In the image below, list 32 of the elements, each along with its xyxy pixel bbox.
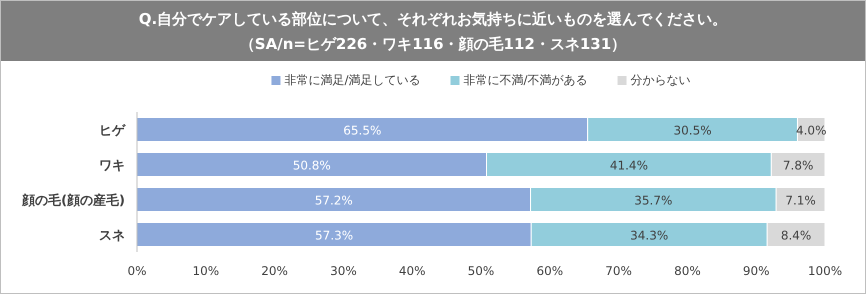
data-label: 7.8%: [782, 158, 814, 172]
chart-title: Q.自分でケアしている部位について、それぞれお気持ちに近いものを選んでください。: [138, 10, 728, 28]
data-label: 8.4%: [780, 228, 812, 242]
data-label: 4.0%: [796, 124, 826, 138]
data-label: 57.2%: [314, 194, 353, 208]
data-label: 57.3%: [315, 228, 354, 242]
x-tick-label: 80%: [674, 264, 701, 278]
x-tick-label: 70%: [605, 264, 632, 278]
x-tick-label: 10%: [192, 264, 220, 278]
data-label: 65.5%: [343, 124, 382, 138]
legend-label: 非常に不満/不満がある: [464, 73, 588, 87]
y-tick-label: 顔の毛(顔の産毛): [21, 192, 125, 208]
data-label: 41.4%: [610, 158, 648, 172]
text: 非常に満足/満足している: [284, 73, 420, 87]
x-tick-label: 40%: [398, 264, 426, 278]
legend-label: 分からない: [630, 73, 691, 87]
data-label: 34.3%: [630, 228, 668, 242]
y-tick-label: スネ: [99, 228, 125, 244]
x-tick-label: 50%: [468, 264, 494, 278]
y-tick-label: ワキ: [99, 158, 125, 174]
x-tick-label: 90%: [742, 264, 770, 278]
y-tick-label: ヒゲ: [99, 124, 126, 138]
x-tick-label: 30%: [330, 264, 357, 278]
x-tick-label: 60%: [536, 264, 564, 278]
x-tick-label: 0%: [127, 264, 147, 278]
data-label: 30.5%: [673, 124, 712, 138]
data-label: 7.1%: [785, 194, 816, 208]
data-label: 50.8%: [292, 158, 331, 172]
x-tick-label: 20%: [261, 264, 288, 278]
data-label: 35.7%: [634, 194, 672, 208]
x-tick-label: 100%: [808, 264, 842, 278]
chart-subtitle: （SA/n=ヒゲ226・ワキ116・顔の毛112・スネ131）: [240, 35, 626, 53]
